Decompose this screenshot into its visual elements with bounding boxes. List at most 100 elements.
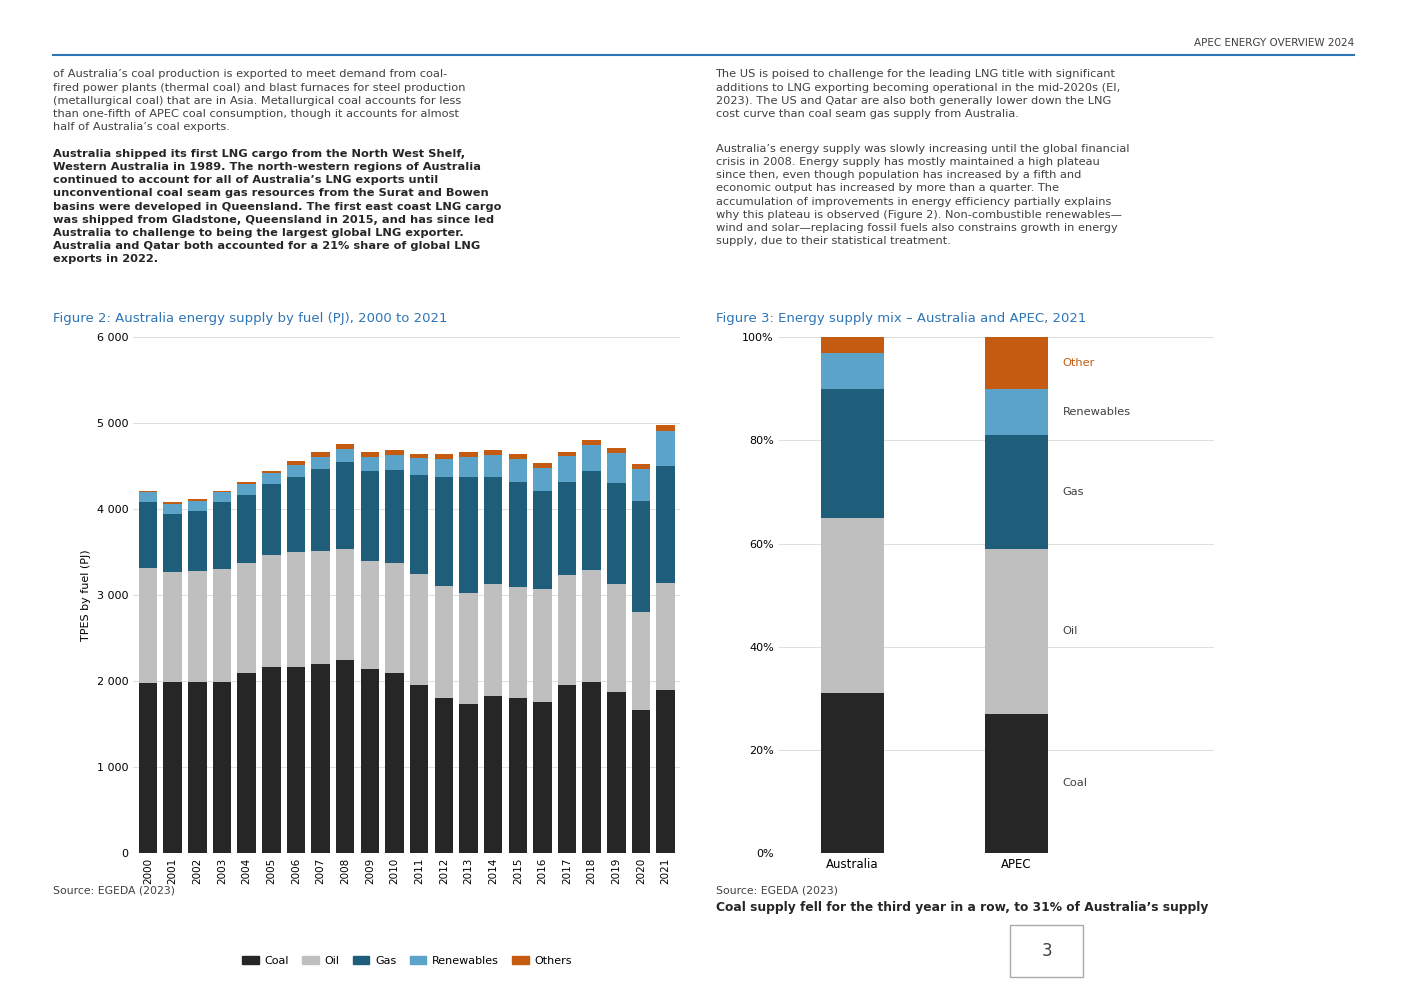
Bar — [435, 698, 453, 853]
Bar — [335, 443, 355, 448]
Bar — [533, 701, 551, 853]
Bar — [985, 435, 1048, 549]
Bar — [459, 592, 478, 704]
Bar — [386, 469, 404, 562]
Bar — [139, 491, 157, 492]
Bar — [262, 484, 281, 555]
Text: Other: Other — [1062, 358, 1094, 368]
Bar — [435, 585, 453, 698]
Bar — [582, 471, 600, 570]
Bar — [533, 589, 551, 701]
Bar — [607, 453, 626, 482]
Text: Source: EGEDA (2023): Source: EGEDA (2023) — [716, 886, 838, 896]
Bar — [286, 460, 306, 465]
Bar — [459, 452, 478, 456]
Bar — [607, 692, 626, 853]
Bar — [657, 689, 675, 853]
Bar — [985, 389, 1048, 435]
Bar — [484, 695, 502, 853]
Y-axis label: TPES by fuel (PJ): TPES by fuel (PJ) — [81, 550, 91, 641]
Bar — [508, 454, 528, 459]
Bar — [386, 454, 404, 469]
Bar — [286, 476, 306, 553]
Bar — [311, 469, 330, 552]
Bar — [657, 583, 675, 689]
Bar — [237, 495, 255, 562]
Bar — [188, 571, 206, 682]
Bar — [386, 450, 404, 454]
Bar — [361, 452, 379, 457]
Bar — [188, 682, 206, 853]
Bar — [607, 584, 626, 692]
Text: Figure 3: Energy supply mix – Australia and APEC, 2021: Figure 3: Energy supply mix – Australia … — [716, 312, 1086, 325]
Bar — [484, 584, 502, 695]
Legend: Coal, Oil, Gas, Renewables, Others: Coal, Oil, Gas, Renewables, Others — [237, 951, 577, 970]
Text: Australia’s energy supply was slowly increasing until the global financial
crisi: Australia’s energy supply was slowly inc… — [716, 144, 1129, 246]
Bar — [164, 514, 182, 572]
Bar — [508, 587, 528, 698]
Bar — [821, 518, 884, 693]
Bar — [335, 462, 355, 549]
Bar — [237, 562, 255, 674]
Bar — [311, 456, 330, 469]
Bar — [361, 471, 379, 560]
Bar — [164, 572, 182, 682]
Bar — [533, 463, 551, 467]
Bar — [459, 456, 478, 476]
Text: 3: 3 — [1041, 942, 1052, 960]
Bar — [237, 674, 255, 853]
FancyBboxPatch shape — [1010, 926, 1083, 977]
Bar — [484, 455, 502, 476]
Bar — [558, 456, 577, 482]
Bar — [410, 475, 428, 573]
Bar — [311, 552, 330, 664]
Bar — [484, 476, 502, 584]
Bar — [335, 448, 355, 462]
Bar — [985, 549, 1048, 714]
Bar — [508, 459, 528, 482]
Bar — [335, 660, 355, 853]
Bar — [582, 570, 600, 682]
Bar — [821, 337, 884, 353]
Bar — [311, 452, 330, 456]
Bar — [631, 710, 650, 853]
Bar — [533, 467, 551, 491]
Bar — [386, 673, 404, 853]
Bar — [435, 476, 453, 585]
Bar — [335, 549, 355, 660]
Bar — [262, 473, 281, 484]
Bar — [631, 502, 650, 611]
Bar — [459, 476, 478, 592]
Text: Oil: Oil — [1062, 626, 1078, 636]
Bar — [164, 682, 182, 853]
Text: Gas: Gas — [1062, 487, 1085, 497]
Bar — [631, 469, 650, 502]
Text: Coal: Coal — [1062, 779, 1087, 789]
Bar — [533, 491, 551, 589]
Bar — [985, 714, 1048, 853]
Bar — [484, 450, 502, 455]
Bar — [262, 555, 281, 668]
Bar — [237, 484, 255, 495]
Bar — [386, 562, 404, 673]
Bar — [237, 482, 255, 484]
Bar — [508, 698, 528, 853]
Bar — [607, 482, 626, 584]
Bar — [213, 682, 231, 853]
Bar — [286, 553, 306, 667]
Bar — [188, 499, 206, 501]
Text: APEC ENERGY OVERVIEW 2024: APEC ENERGY OVERVIEW 2024 — [1194, 38, 1354, 48]
Bar — [262, 668, 281, 853]
Bar — [410, 684, 428, 853]
Bar — [164, 502, 182, 504]
Text: Coal supply fell for the third year in a row, to 31% of Australia’s supply: Coal supply fell for the third year in a… — [716, 901, 1208, 914]
Bar — [558, 451, 577, 456]
Bar — [558, 685, 577, 853]
Bar — [139, 682, 157, 853]
Bar — [821, 353, 884, 389]
Text: of Australia’s coal production is exported to meet demand from coal-
fired power: of Australia’s coal production is export… — [53, 69, 466, 132]
Bar — [410, 453, 428, 458]
Bar — [361, 457, 379, 471]
Bar — [631, 463, 650, 469]
Bar — [582, 444, 600, 471]
